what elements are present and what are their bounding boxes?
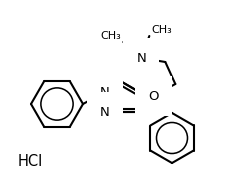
Text: O: O <box>148 90 158 102</box>
Text: N: N <box>100 106 109 118</box>
Text: CH₃: CH₃ <box>101 31 121 41</box>
Text: N: N <box>100 86 109 98</box>
Text: CH₃: CH₃ <box>151 25 172 35</box>
Text: N: N <box>136 52 146 64</box>
Text: HCl: HCl <box>18 155 43 169</box>
